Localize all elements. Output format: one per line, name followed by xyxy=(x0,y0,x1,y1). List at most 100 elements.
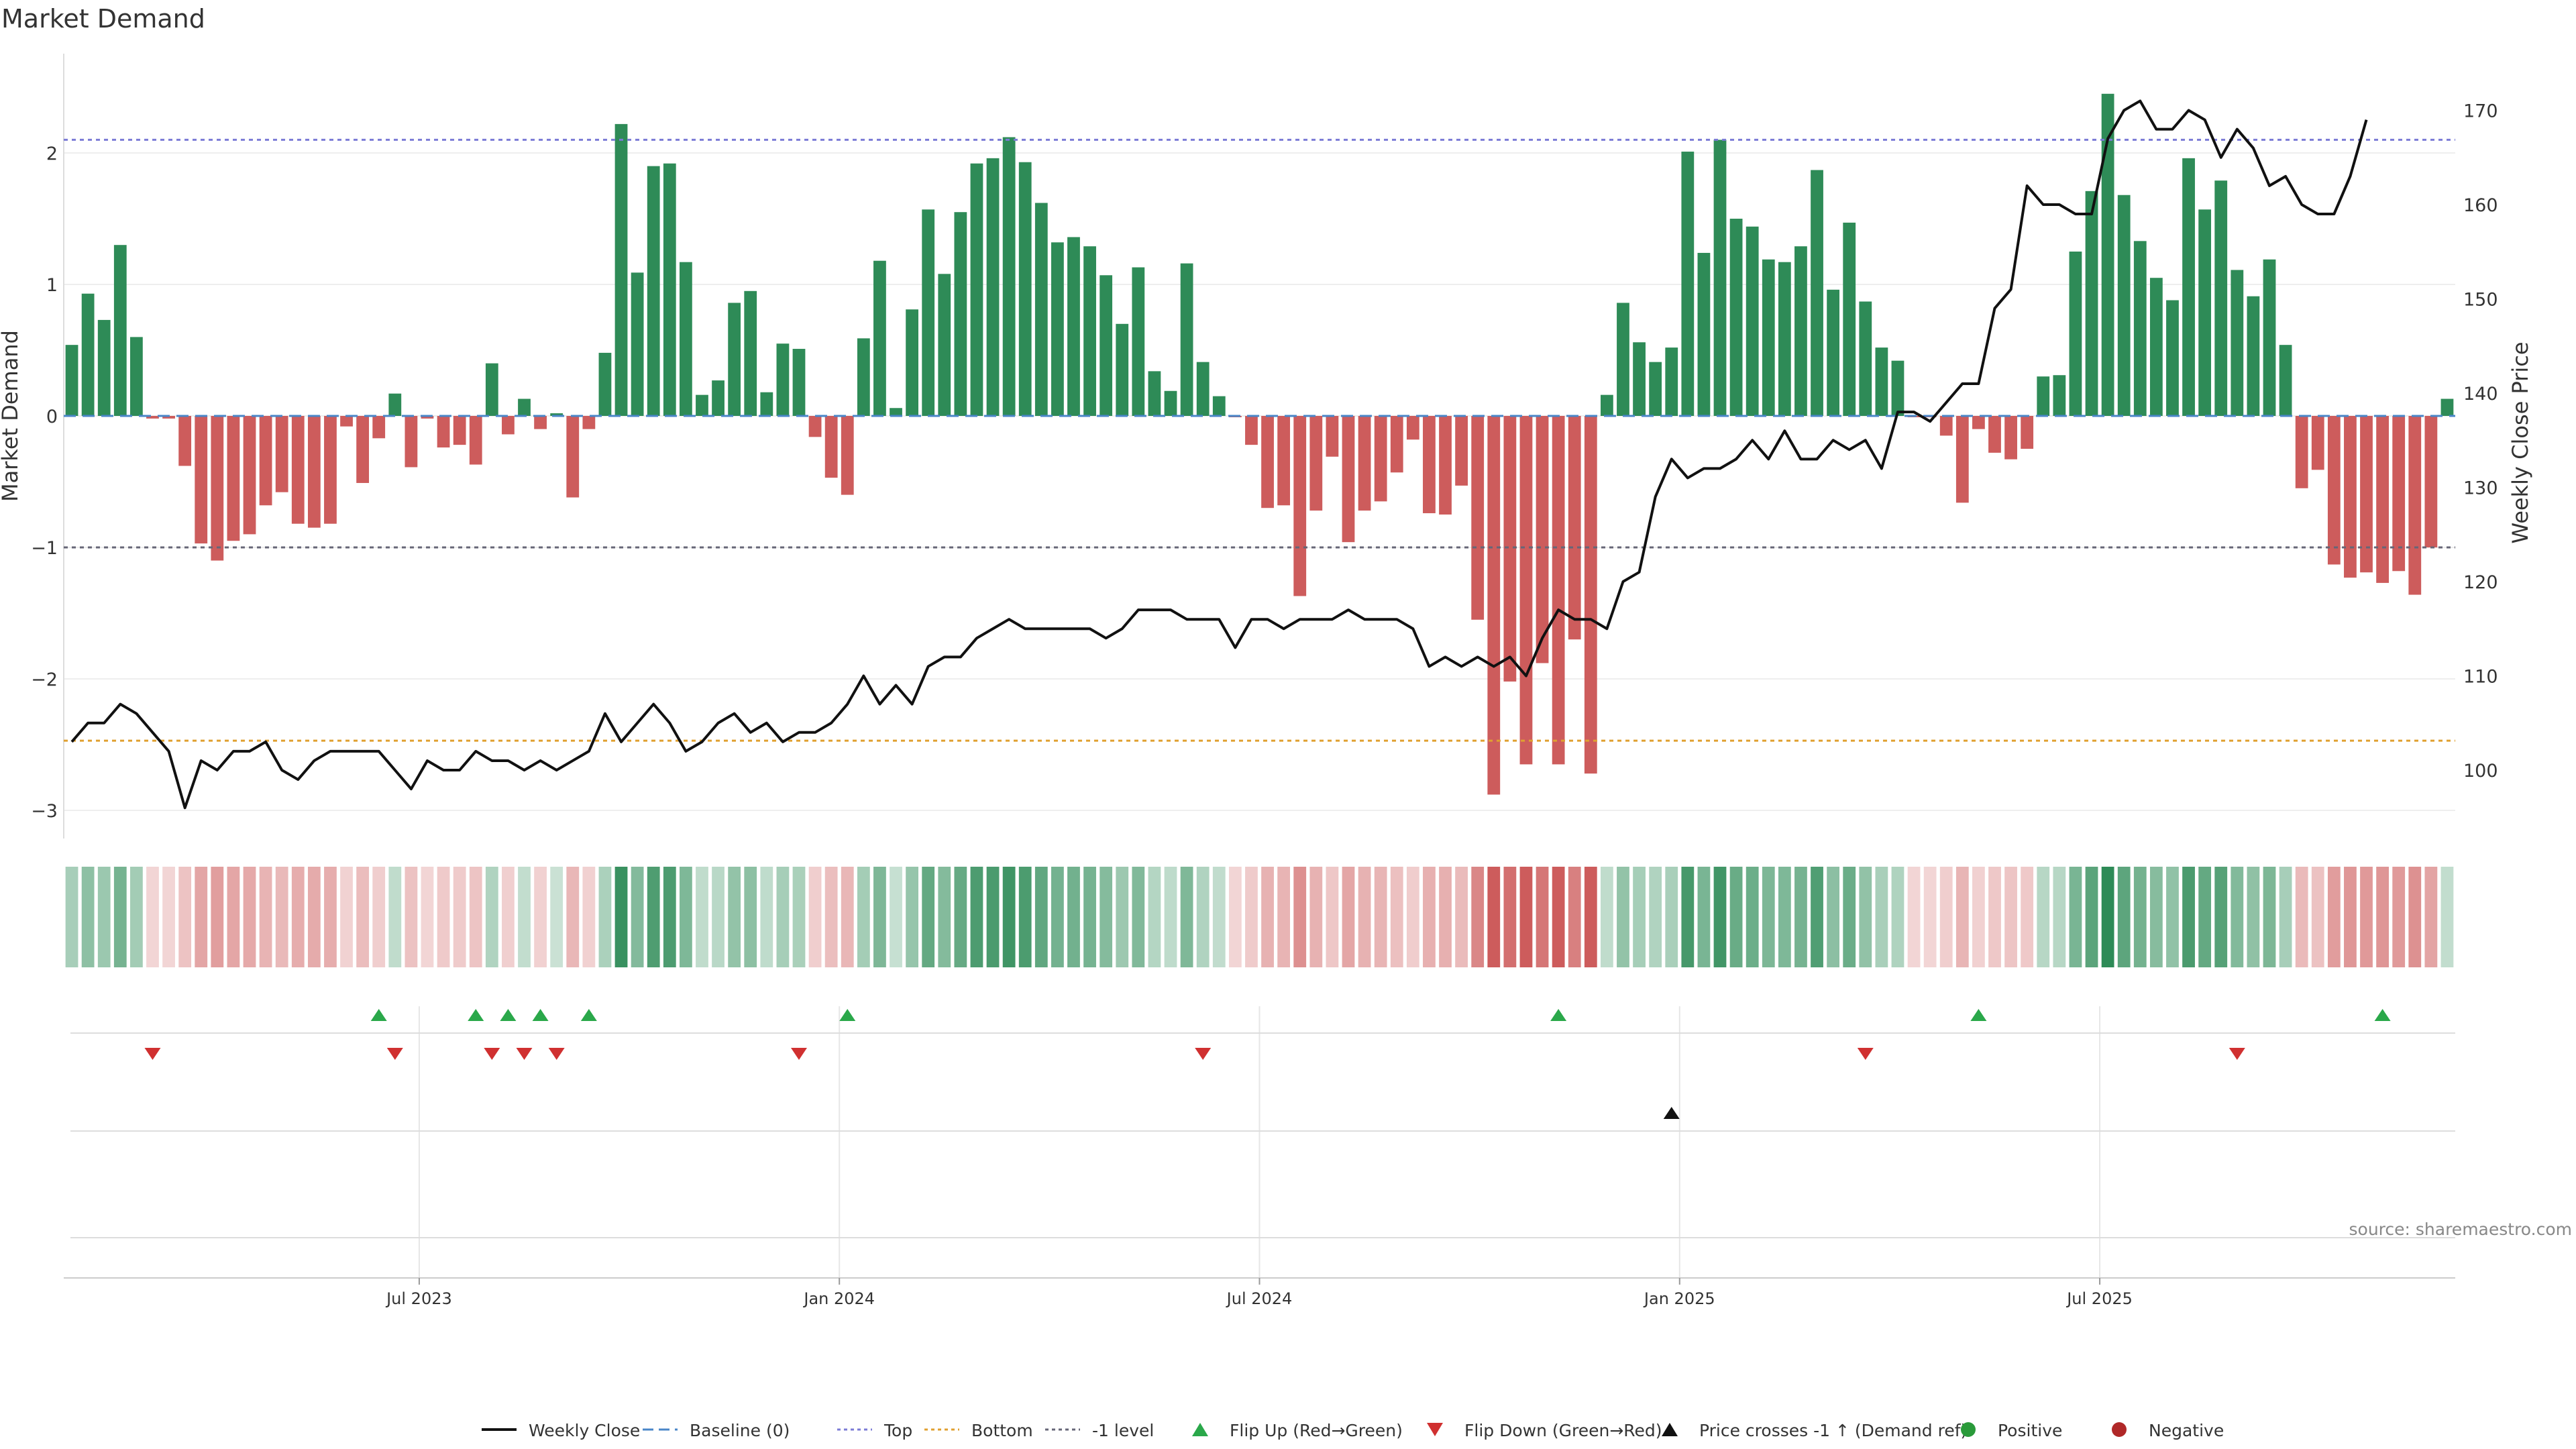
heat-cell xyxy=(2037,867,2050,967)
heat-cell xyxy=(2247,867,2260,967)
heat-cell xyxy=(1955,867,1969,967)
demand-bar xyxy=(1180,263,1193,416)
heat-cell xyxy=(1843,867,1856,967)
demand-bar xyxy=(421,416,434,419)
heat-cell xyxy=(1811,867,1823,967)
demand-bar xyxy=(1617,303,1629,416)
flip-down-marker xyxy=(1195,1048,1212,1060)
heat-cell xyxy=(2214,867,2228,967)
heat-cell xyxy=(566,867,580,967)
heat-cell xyxy=(2053,867,2066,967)
flip-down-marker xyxy=(1857,1048,1874,1060)
heat-cell xyxy=(986,867,1000,967)
demand-bar xyxy=(2117,195,2131,416)
heat-cell xyxy=(1132,867,1145,967)
demand-bar xyxy=(162,416,175,419)
heat-cell xyxy=(1891,867,1904,967)
heat-cell xyxy=(922,867,935,967)
heat-cell xyxy=(227,867,240,967)
demand-bar xyxy=(243,416,256,535)
heat-cell xyxy=(1374,867,1387,967)
demand-bar xyxy=(2149,278,2163,416)
demand-bar xyxy=(906,309,919,416)
demand-bar xyxy=(1536,416,1549,663)
demand-bar xyxy=(1697,252,1711,416)
demand-bar xyxy=(1132,267,1145,416)
heat-cell xyxy=(1568,867,1581,967)
demand-bar xyxy=(2360,416,2373,573)
heat-cell xyxy=(421,867,434,967)
x-tick-label: Jan 2024 xyxy=(802,1289,875,1308)
demand-bar xyxy=(582,416,596,429)
demand-bar xyxy=(550,413,564,416)
heat-cell xyxy=(2182,867,2195,967)
x-tick-label: Jul 2023 xyxy=(385,1289,452,1308)
legend-item-flip-down: Flip Down (Green→Red) xyxy=(1427,1421,1662,1440)
demand-bar xyxy=(986,158,1000,416)
demand-bar xyxy=(970,163,983,416)
demand-bar xyxy=(275,416,288,492)
demand-bar xyxy=(1067,237,1080,416)
demand-bar xyxy=(2085,191,2098,416)
heat-cell xyxy=(1326,867,1339,967)
heat-cell xyxy=(2263,867,2276,967)
heat-cell xyxy=(792,867,806,967)
demand-bar xyxy=(1552,416,1565,765)
demand-bar xyxy=(1196,362,1210,416)
demand-bar xyxy=(2311,416,2324,470)
heat-cell xyxy=(2376,867,2389,967)
demand-bar xyxy=(259,416,272,506)
heat-cell xyxy=(469,867,482,967)
heat-cell xyxy=(534,867,547,967)
heat-cell xyxy=(938,867,951,967)
heat-cell xyxy=(2279,867,2292,967)
heat-cell xyxy=(1633,867,1646,967)
legend-label: Price crosses -1 ↑ (Demand ref) xyxy=(1699,1421,1967,1440)
demand-bar xyxy=(2263,259,2276,416)
demand-bar xyxy=(1261,416,1274,508)
demand-bar xyxy=(760,392,773,416)
heat-cell xyxy=(1277,867,1291,967)
legend-label: Flip Down (Green→Red) xyxy=(1464,1421,1662,1440)
demand-bar xyxy=(469,416,482,465)
y2-tick-label: 150 xyxy=(2463,290,2498,311)
demand-bar xyxy=(291,416,305,524)
demand-bar xyxy=(1503,416,1517,682)
legend-item-bottom: Bottom xyxy=(924,1421,1033,1440)
heat-cell xyxy=(1116,867,1129,967)
flip-up-marker xyxy=(532,1009,549,1021)
heat-cell xyxy=(2069,867,2082,967)
heat-cell xyxy=(1099,867,1113,967)
heat-cell xyxy=(1196,867,1210,967)
heat-cell xyxy=(356,867,370,967)
flip-up-marker xyxy=(1970,1009,1987,1021)
demand-bar xyxy=(1083,246,1096,416)
demand-bar xyxy=(857,338,870,416)
heat-cell xyxy=(1665,867,1678,967)
demand-bar xyxy=(2214,180,2228,416)
heat-cell xyxy=(2440,867,2454,967)
demand-bar xyxy=(1326,416,1339,457)
heat-cell xyxy=(679,867,692,967)
demand-bar xyxy=(1293,416,1307,596)
demand-bar xyxy=(1811,170,1823,417)
heat-cell xyxy=(324,867,337,967)
demand-bar xyxy=(1148,371,1161,416)
demand-bar xyxy=(178,416,192,466)
demand-bar xyxy=(792,349,806,416)
heat-cell xyxy=(518,867,531,967)
demand-bar xyxy=(1358,416,1371,511)
heat-cell xyxy=(712,867,724,967)
demand-bar xyxy=(598,352,612,416)
heat-cell xyxy=(1245,867,1258,967)
y2-tick-label: 110 xyxy=(2463,667,2498,688)
demand-bar xyxy=(2069,252,2082,416)
heat-cell xyxy=(275,867,288,967)
demand-bar xyxy=(890,408,902,416)
demand-bar xyxy=(2408,416,2422,595)
flip-down-marker xyxy=(144,1048,161,1060)
legend-swatch xyxy=(2112,1422,2127,1437)
heat-cell xyxy=(340,867,353,967)
heat-cell xyxy=(1342,867,1355,967)
legend-item-flip-up: Flip Up (Red→Green) xyxy=(1192,1421,1403,1440)
